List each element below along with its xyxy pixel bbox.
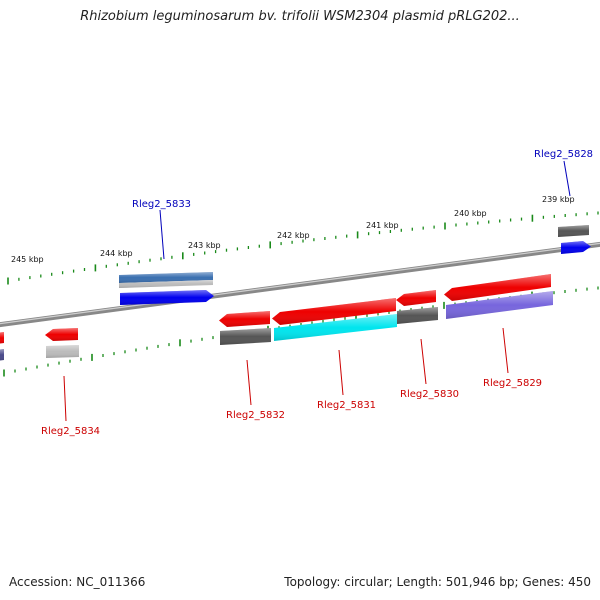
gene-5831-arrow-shading [272, 298, 396, 325]
gene-5830-arrow-shading [396, 290, 436, 306]
gene-5834-gray-block-shading [46, 345, 79, 358]
leader-rleg2-5833 [159, 209, 165, 260]
leader-rleg2-5830 [420, 338, 427, 385]
scale-label-240kbp: 240 kbp [454, 209, 487, 218]
scale-label-243kbp: 243 kbp [188, 241, 221, 250]
genome-summary-text: Topology: circular; Length: 501,946 bp; … [284, 575, 591, 589]
gene-5832-gray-block-shading [220, 328, 271, 345]
gene-5828-upper-block-shading [558, 225, 589, 237]
gene-left-edge-purple-shading [0, 349, 4, 361]
scale-label-242kbp: 242 kbp [277, 231, 310, 240]
gene-label-rleg2-5829[interactable]: Rleg2_5829 [483, 378, 542, 389]
gene-5829-arrow-shading [444, 274, 551, 301]
gene-5830-gray-block-shading [397, 307, 438, 324]
accession-text: Accession: NC_011366 [9, 575, 146, 589]
gene-5833-arrow-shading [120, 290, 214, 305]
gene-5828-arrow-shading [561, 241, 591, 254]
gene-label-rleg2-5828[interactable]: Rleg2_5828 [534, 149, 593, 160]
gene-label-rleg2-5831[interactable]: Rleg2_5831 [317, 400, 376, 411]
gene-5833-upper-block-shading [119, 272, 213, 283]
leader-rleg2-5828 [563, 160, 571, 197]
scale-label-245kbp: 245 kbp [11, 255, 44, 264]
leader-rleg2-5829 [502, 327, 509, 374]
backbone-highlight [0, 242, 600, 325]
leader-rleg2-5831 [338, 349, 344, 396]
gene-label-rleg2-5833[interactable]: Rleg2_5833 [132, 199, 191, 210]
leader-rleg2-5832 [246, 359, 252, 406]
gene-5829-lavender-block-shading [446, 291, 553, 319]
map-title: Rhizobium leguminosarum bv. trifolii WSM… [80, 9, 520, 24]
scale-label-244kbp: 244 kbp [100, 249, 133, 258]
gene-5834-arrow-shading [45, 328, 78, 341]
gene-label-rleg2-5830[interactable]: Rleg2_5830 [400, 389, 459, 400]
leader-rleg2-5834 [63, 375, 67, 422]
gene-label-rleg2-5834[interactable]: Rleg2_5834 [41, 426, 100, 437]
scale-label-241kbp: 241 kbp [366, 221, 399, 230]
gene-label-rleg2-5832[interactable]: Rleg2_5832 [226, 410, 285, 421]
gene-5833-lower-block-shading [119, 280, 213, 288]
scale-label-239kbp: 239 kbp [542, 195, 575, 204]
gene-left-edge-red-shading [0, 332, 4, 344]
outer-tick-row [7, 211, 599, 285]
gene-5831-cyan-block-shading [274, 314, 397, 341]
gene-5832-arrow-shading [219, 311, 270, 327]
